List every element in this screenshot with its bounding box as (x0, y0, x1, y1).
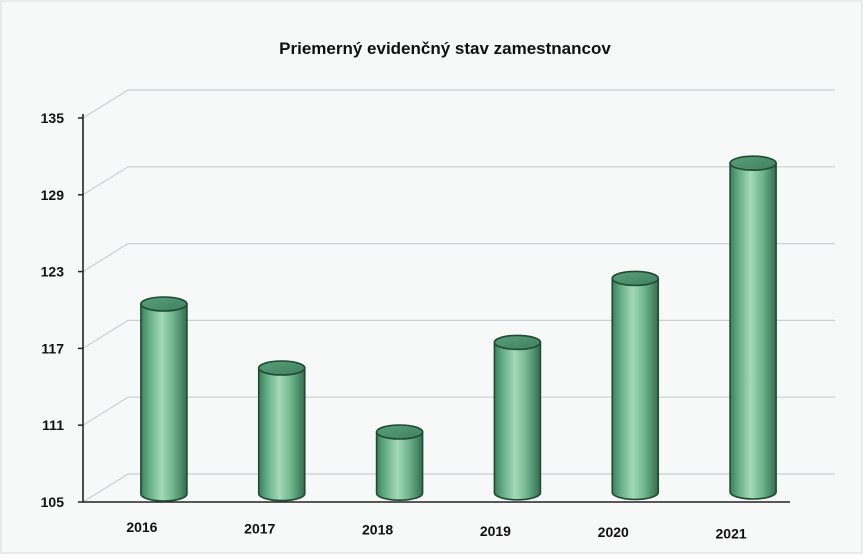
gridline (82, 89, 835, 119)
y-tick-label: 105 (41, 494, 65, 510)
x-tick-label: 2017 (244, 520, 275, 536)
bar-2017 (257, 360, 306, 502)
x-tick-label: 2020 (598, 524, 629, 540)
gridline (82, 243, 835, 273)
bar-2018 (375, 424, 424, 501)
x-tick-label: 2021 (716, 526, 747, 542)
gridline (82, 166, 835, 196)
bar-2021 (729, 155, 777, 500)
y-tick-label: 123 (41, 264, 65, 280)
gridlines (82, 89, 835, 503)
x-tick-label: 2019 (480, 523, 511, 539)
y-tick-label: 117 (41, 340, 64, 356)
x-tick-label: 2018 (362, 522, 393, 538)
gridline (82, 473, 835, 503)
axes (78, 114, 790, 503)
bar-2020 (611, 270, 660, 501)
y-tick-label: 129 (41, 187, 65, 203)
x-tick-label: 2016 (126, 519, 157, 535)
gridline (82, 319, 835, 349)
y-axis-tick-labels: 105 111 117 123 129 135 (41, 110, 65, 510)
chart-title: Priemerný evidenčný stav zamestnancov (279, 39, 611, 58)
x-axis-tick-labels: 2016 2017 2018 2019 2020 2021 (126, 519, 747, 542)
gridline (82, 396, 835, 426)
y-tick-label: 135 (41, 110, 65, 126)
y-tick-label: 111 (42, 417, 64, 433)
bar-2016 (140, 296, 188, 502)
bars (140, 155, 777, 502)
bar-2019 (493, 334, 542, 501)
